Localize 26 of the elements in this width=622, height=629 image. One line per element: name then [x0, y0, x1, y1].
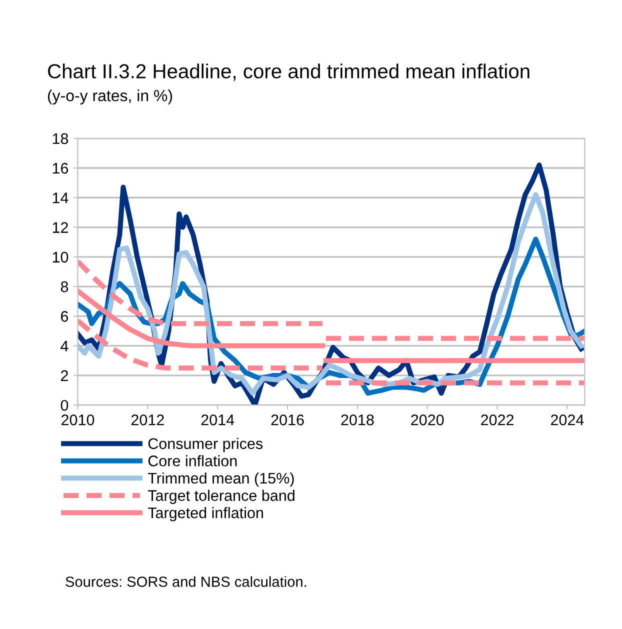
x-tick-label: 2018 [341, 414, 374, 426]
x-tick-label: 2024 [550, 414, 584, 426]
y-tick-label: 4 [60, 340, 68, 352]
x-tick-label: 2014 [201, 414, 234, 426]
chart-title: Chart II.3.2 Headline, core and trimmed mean inflation [48, 64, 530, 81]
y-tick-label: 8 [60, 281, 68, 292]
y-tick-label: 2 [60, 370, 68, 381]
x-tick-label: 2022 [481, 414, 514, 426]
y-tick-label: 14 [52, 192, 68, 204]
legend-label: Targeted inflation [148, 507, 263, 522]
x-tick-label: 2010 [62, 414, 94, 426]
x-tick-label: 2016 [271, 414, 304, 426]
y-tick-label: 0 [60, 400, 68, 411]
x-tick-label: 2020 [411, 414, 444, 426]
legend-label: Consumer prices [148, 438, 263, 452]
chart-subtitle: (y-o-y rates, in %) [48, 90, 172, 104]
legend-label: Trimmed mean (15%) [148, 472, 294, 487]
y-tick-label: 6 [61, 311, 68, 322]
x-tick-label: 2012 [131, 414, 164, 426]
legend-label: Target tolerance band [148, 490, 294, 504]
legend-label: Core inflation [148, 455, 237, 466]
y-tick-label: 10 [52, 252, 68, 263]
y-tick-label: 12 [52, 222, 68, 233]
source-note: Sources: SORS and NBS calculation. [66, 576, 306, 587]
y-tick-label: 16 [52, 162, 68, 174]
y-tick-label: 18 [52, 133, 68, 144]
